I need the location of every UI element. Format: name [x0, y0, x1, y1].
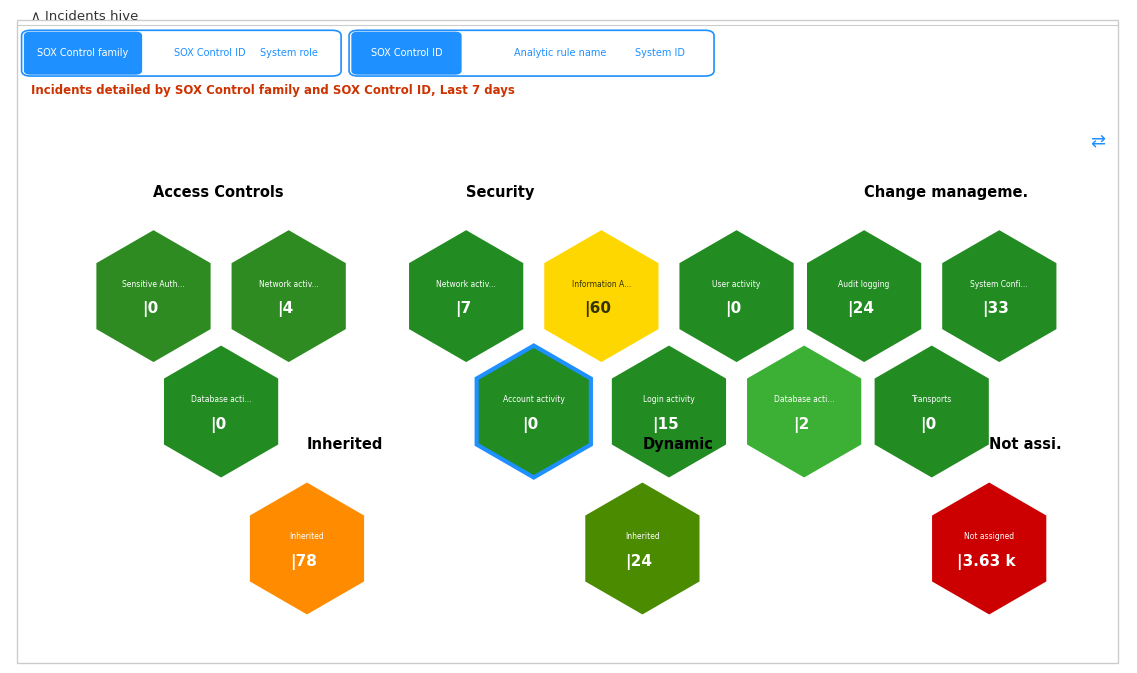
Polygon shape	[164, 345, 279, 477]
Text: Not assi.: Not assi.	[989, 437, 1062, 452]
Text: |0: |0	[920, 417, 937, 433]
Text: SOX Control ID: SOX Control ID	[174, 48, 246, 58]
Text: User activity: User activity	[713, 280, 761, 289]
Polygon shape	[943, 230, 1056, 362]
Text: |60: |60	[584, 302, 612, 317]
Text: Login activity: Login activity	[644, 395, 695, 404]
Text: |0: |0	[725, 302, 741, 317]
Text: |15: |15	[653, 417, 679, 433]
Text: Access Controls: Access Controls	[153, 185, 284, 200]
Polygon shape	[612, 345, 727, 477]
Polygon shape	[250, 483, 364, 614]
Text: Database acti...: Database acti...	[774, 395, 835, 404]
Text: SOX Control family: SOX Control family	[38, 48, 128, 58]
Text: Information A...: Information A...	[572, 280, 631, 289]
FancyBboxPatch shape	[17, 20, 1118, 663]
Text: ∧ Incidents hive: ∧ Incidents hive	[31, 10, 138, 23]
Polygon shape	[232, 230, 346, 362]
Text: System ID: System ID	[634, 48, 684, 58]
Text: Audit logging: Audit logging	[838, 280, 890, 289]
Text: Transports: Transports	[912, 395, 952, 404]
Polygon shape	[586, 483, 699, 614]
Text: System role: System role	[259, 48, 317, 58]
FancyBboxPatch shape	[351, 32, 462, 75]
Text: ⇄: ⇄	[1089, 133, 1105, 150]
Text: SOX Control ID: SOX Control ID	[371, 48, 442, 58]
Text: Security: Security	[466, 185, 534, 200]
Text: And then by: And then by	[358, 34, 426, 44]
Text: |0: |0	[209, 417, 226, 433]
Text: |0: |0	[522, 417, 539, 433]
Text: Network activ...: Network activ...	[259, 280, 318, 289]
FancyBboxPatch shape	[349, 30, 714, 76]
Text: |24: |24	[847, 302, 874, 317]
Text: |0: |0	[142, 302, 158, 317]
Polygon shape	[932, 483, 1046, 614]
Polygon shape	[476, 345, 591, 477]
Polygon shape	[545, 230, 658, 362]
Polygon shape	[409, 230, 523, 362]
Text: Inherited: Inherited	[625, 532, 659, 541]
Text: |3.63 k: |3.63 k	[956, 554, 1015, 569]
Text: |7: |7	[455, 302, 471, 317]
FancyBboxPatch shape	[22, 30, 341, 76]
Text: Inherited: Inherited	[290, 532, 324, 541]
Text: Sensitive Auth...: Sensitive Auth...	[122, 280, 185, 289]
Text: Change manageme.: Change manageme.	[864, 185, 1028, 200]
Text: Account activity: Account activity	[503, 395, 565, 404]
Text: |78: |78	[290, 554, 317, 569]
Text: |33: |33	[982, 302, 1010, 317]
Text: Network activ...: Network activ...	[437, 280, 496, 289]
Polygon shape	[680, 230, 794, 362]
Text: Incidents detailed by SOX Control family and SOX Control ID, Last 7 days: Incidents detailed by SOX Control family…	[31, 84, 515, 97]
Polygon shape	[874, 345, 989, 477]
Text: Dynamic: Dynamic	[642, 437, 713, 452]
Text: Drill by: Drill by	[31, 34, 70, 44]
FancyBboxPatch shape	[24, 32, 142, 75]
Text: Not assigned: Not assigned	[964, 532, 1014, 541]
Text: |4: |4	[277, 302, 293, 317]
Text: |2: |2	[792, 417, 810, 433]
Text: Inherited: Inherited	[307, 437, 383, 452]
Text: System Confi...: System Confi...	[971, 280, 1028, 289]
Polygon shape	[747, 345, 861, 477]
Polygon shape	[97, 230, 210, 362]
Text: |24: |24	[625, 554, 653, 569]
Text: Database acti...: Database acti...	[191, 395, 251, 404]
Polygon shape	[807, 230, 921, 362]
Text: Analytic rule name: Analytic rule name	[514, 48, 606, 58]
